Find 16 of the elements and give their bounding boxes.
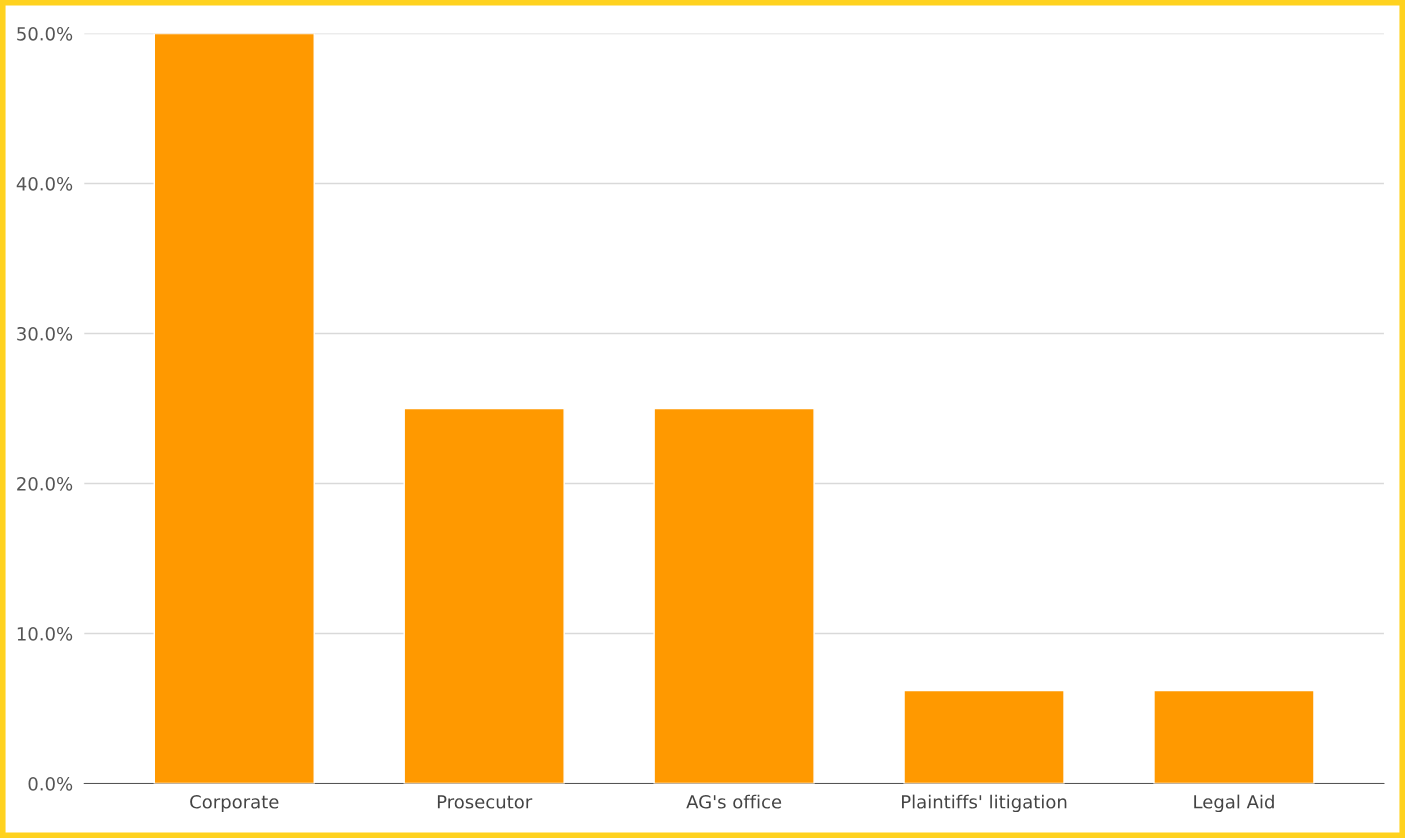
x-tick-label: AG's office [686, 794, 782, 809]
bar [153, 33, 315, 784]
x-tick-label: Corporate [190, 794, 279, 813]
x-tick-label: Legal Aid [1194, 794, 1274, 813]
y-tick-label: 40.0% [16, 176, 73, 191]
bar [653, 407, 815, 784]
y-tick-label: 10.0% [17, 626, 73, 641]
bar [903, 689, 1065, 784]
x-tick-label: Plaintiffs' litigation [902, 794, 1067, 813]
y-tick-label: 0.0% [28, 776, 73, 791]
bar [1153, 689, 1315, 784]
y-tick-label: 30.0% [17, 326, 73, 341]
bar [403, 407, 565, 784]
y-tick-label: 20.0% [17, 476, 73, 491]
x-tick-label: Prosecutor [437, 795, 533, 809]
y-tick-label: 50.0% [17, 26, 73, 41]
